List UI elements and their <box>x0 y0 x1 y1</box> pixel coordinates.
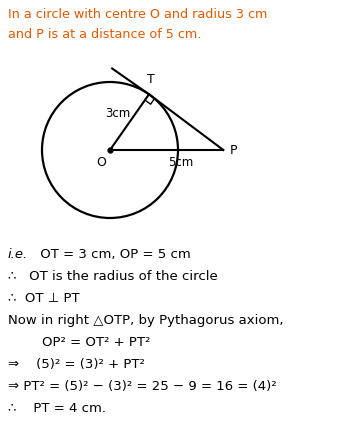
Text: 5cm: 5cm <box>168 156 193 169</box>
Text: ⇒ PT² = (5)² − (3)² = 25 − 9 = 16 = (4)²: ⇒ PT² = (5)² − (3)² = 25 − 9 = 16 = (4)² <box>8 380 277 393</box>
Text: ∴    PT = 4 cm.: ∴ PT = 4 cm. <box>8 402 106 415</box>
Text: i.e.: i.e. <box>8 248 28 261</box>
Text: P: P <box>229 143 237 157</box>
Text: and P is at a distance of 5 cm.: and P is at a distance of 5 cm. <box>8 28 202 41</box>
Text: OP² = OT² + PT²: OP² = OT² + PT² <box>8 336 150 349</box>
Text: 3cm: 3cm <box>105 107 130 120</box>
Text: ∴   OT is the radius of the circle: ∴ OT is the radius of the circle <box>8 270 218 283</box>
Text: ∴  OT ⊥ PT: ∴ OT ⊥ PT <box>8 292 80 305</box>
Text: OT = 3 cm, OP = 5 cm: OT = 3 cm, OP = 5 cm <box>36 248 191 261</box>
Text: In a circle with centre O and radius 3 cm: In a circle with centre O and radius 3 c… <box>8 8 267 21</box>
Text: Now in right △OTP, by Pythagorus axiom,: Now in right △OTP, by Pythagorus axiom, <box>8 314 283 327</box>
Text: ⇒    (5)² = (3)² + PT²: ⇒ (5)² = (3)² + PT² <box>8 358 145 371</box>
Text: T: T <box>147 73 155 86</box>
Text: O: O <box>96 156 106 169</box>
